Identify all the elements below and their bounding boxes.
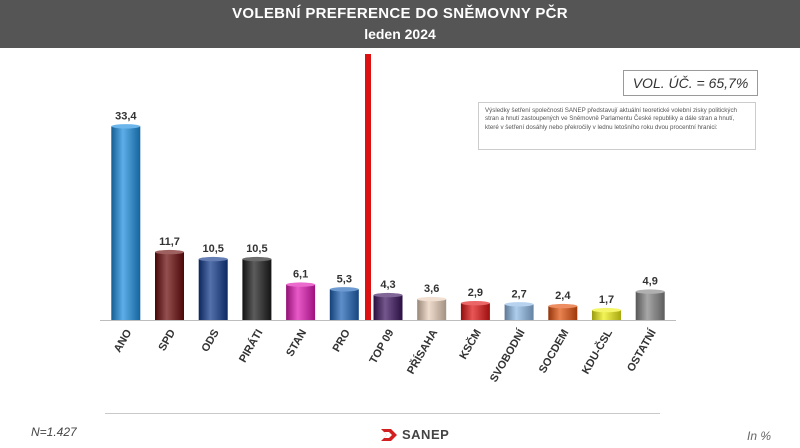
value-label: 4,9 [643,276,658,288]
unit-label: In % [747,429,772,443]
bar-cap [242,256,272,262]
chart-subtitle: leden 2024 [364,26,436,42]
value-label: 4,3 [380,279,395,291]
value-label: 5,3 [337,273,352,285]
bar-cap [198,256,228,262]
bar-ano [111,126,141,320]
category-label: KSČM [457,327,484,362]
sanep-logo-icon [381,429,397,441]
category-label: SVOBODNÍ [487,326,528,384]
bar-cap [548,303,578,309]
turnout-box: VOL. ÚČ. = 65,7% [623,70,758,96]
value-label: 10,5 [246,243,267,255]
bar-cap [460,301,490,306]
bar-chart: 33,4 ANO 11,7 SPD 10,5 ODS 10,5 PIRÁTI 6,1 STAN 5,… [100,110,676,384]
bar-cap [373,292,403,298]
bar-cap [111,124,141,129]
bar-socdem [548,306,578,320]
category-label: ANO [112,327,135,355]
bar-cap [504,302,534,307]
value-label: 33,4 [115,110,137,122]
value-label: 2,7 [511,288,526,300]
bar-cap [329,287,359,292]
bar-přísaha [417,299,447,320]
footer-divider [105,413,660,414]
value-label: 2,9 [468,287,483,299]
category-label: TOP 09 [367,328,396,366]
bar-stan [286,284,316,320]
sample-size-label: N=1.427 [31,425,77,439]
bar-pro [329,289,359,320]
value-label: 2,4 [555,290,571,302]
chart-title: VOLEBNÍ PREFERENCE DO SNĚMOVNY PČR [232,5,568,22]
bar-cap [635,289,665,294]
category-label: KDU-ČSL [579,327,615,377]
category-label: ODS [199,328,221,355]
category-label: OSTATNÍ [624,326,659,374]
bar-cap [592,307,621,313]
bar-ksčm [460,303,490,320]
bar-cap [417,296,447,302]
bar-piráti [242,259,272,320]
bar-cap [286,282,316,287]
threshold-divider-line [365,54,371,320]
chart-header: VOLEBNÍ PREFERENCE DO SNĚMOVNY PČR leden… [0,0,800,48]
bar-top 09 [373,295,403,320]
value-label: 3,6 [424,283,439,295]
bar-ostatní [635,291,665,320]
methodology-note: Výsledky šetření společnosti SANEP předs… [478,102,756,150]
value-label: 11,7 [159,236,180,248]
category-label: SPD [156,327,178,353]
category-label: PIRÁTI [236,327,265,365]
category-label: STAN [284,327,309,358]
bar-spd [155,252,184,320]
bar-cap [155,249,184,255]
category-label: SOCDEM [537,328,572,376]
bar-svobodní [504,304,534,320]
value-label: 10,5 [202,243,223,255]
bar-ods [198,259,228,320]
value-label: 1,7 [599,294,614,306]
category-label: PŘÍSAHA [404,327,440,376]
bar-kdu-čsl [592,310,621,320]
category-label: PRO [331,327,354,354]
sanep-logo-text: SANEP [402,427,450,442]
value-label: 6,1 [293,269,308,281]
